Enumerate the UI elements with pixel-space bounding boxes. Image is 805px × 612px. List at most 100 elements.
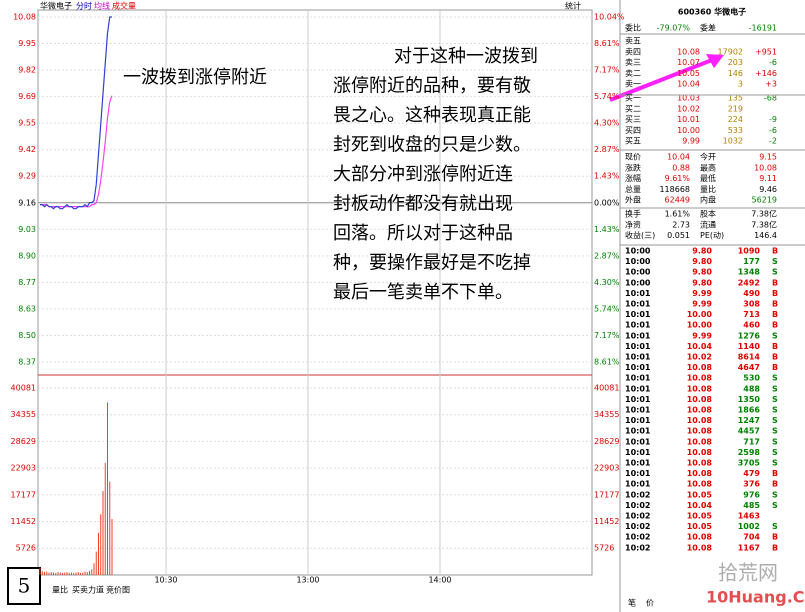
weidiff-value: -16191	[749, 24, 777, 33]
book-label: 卖一	[625, 80, 641, 89]
trade-time: 10:01	[625, 395, 651, 404]
book-change: -6	[769, 126, 777, 135]
trade-price: 10.00	[687, 310, 713, 319]
trade-side: B	[772, 321, 778, 330]
trade-side: B	[772, 310, 778, 319]
bottom-tab[interactable]: 买卖力道	[72, 585, 104, 595]
trade-side: S	[772, 490, 778, 499]
trade-volume: 488	[743, 384, 760, 393]
trade-volume: 1463	[738, 512, 760, 521]
book-label: 买三	[625, 115, 641, 124]
stat-button[interactable]: 统计	[565, 1, 581, 11]
trade-price: 10.02	[687, 353, 712, 362]
stat-label: 股本	[700, 209, 716, 219]
price-line	[40, 16, 112, 210]
weibi-label: 委比	[625, 23, 641, 33]
stat-value: 0.88	[672, 163, 690, 172]
bottom-tab[interactable]: 量比	[52, 585, 68, 595]
stat-value: 146.4	[754, 231, 777, 240]
volume-tick-label: 11452	[11, 517, 36, 526]
price-tick-label: 9.55	[18, 119, 36, 128]
time-label: 14:00	[428, 576, 451, 585]
trade-time: 10:01	[625, 374, 651, 383]
top-tab[interactable]: 成交量	[112, 1, 136, 11]
book-volume: 533	[728, 126, 743, 135]
stat-value: 0.051	[667, 231, 690, 240]
annotation-line: 畏之心。这种表现真正能	[333, 105, 531, 126]
stat-value: 9.61%	[665, 174, 691, 183]
pct-tick-label: 2.87%	[594, 251, 620, 260]
volume-tick-label: 5726	[16, 544, 36, 553]
trade-price: 10.08	[687, 363, 713, 372]
book-price: 10.01	[677, 115, 700, 124]
trade-volume: 4457	[738, 427, 760, 436]
stat-value: 7.38亿	[751, 219, 777, 229]
trade-time: 10:02	[625, 533, 650, 542]
trade-time: 10:02	[625, 543, 650, 552]
volume-tick-label: 11452	[594, 517, 619, 526]
trade-price: 10.05	[687, 490, 713, 499]
stat-value: 9.46	[759, 185, 777, 194]
arrow	[609, 58, 713, 102]
book-price: 10.08	[677, 47, 700, 56]
trade-price: 10.05	[687, 522, 713, 531]
book-volume: 3	[738, 80, 743, 89]
trade-side: B	[772, 543, 778, 552]
price-tick-label: 10.08	[13, 13, 36, 22]
top-tab[interactable]: 均线	[94, 1, 110, 11]
stat-label: 流通	[700, 219, 716, 229]
time-label: 13:00	[296, 576, 319, 585]
trade-volume: 177	[743, 257, 760, 266]
pct-tick-label: 1.43%	[594, 172, 620, 181]
trade-volume: 460	[743, 321, 760, 330]
annotation-line: 对于这种一波拨到	[394, 46, 538, 67]
trade-time: 10:01	[625, 459, 651, 468]
trade-price: 9.80	[692, 268, 712, 277]
price-tick-label: 8.50	[18, 331, 36, 340]
stat-label: 量比	[700, 184, 716, 194]
trade-volume: 717	[743, 437, 760, 446]
trade-price: 10.05	[687, 512, 713, 521]
top-tab[interactable]: 分时	[76, 1, 92, 11]
trade-side: S	[772, 501, 778, 510]
stat-value: 56219	[752, 196, 777, 205]
trade-volume: 308	[743, 300, 760, 309]
price-tick-label: 8.37	[18, 358, 36, 367]
trade-time: 10:01	[625, 406, 651, 415]
pct-tick-label: 5.74%	[594, 92, 620, 101]
trade-volume: 1348	[738, 268, 761, 277]
trade-volume: 2598	[738, 448, 761, 457]
stat-label: 最高	[700, 162, 716, 172]
trade-time: 10:01	[625, 310, 651, 319]
panel-tab[interactable]: 价	[646, 599, 654, 608]
trade-side: B	[772, 289, 778, 298]
trade-time: 10:01	[625, 384, 651, 393]
annotation-line: 大部分冲到涨停附近连	[333, 164, 513, 185]
panel-tab[interactable]: 笔	[628, 598, 636, 608]
pct-tick-label: 0.00%	[594, 198, 620, 207]
bottom-tab[interactable]: 竞价图	[106, 585, 130, 595]
quote-header: 600360 华微电子	[678, 7, 746, 17]
trade-price: 10.08	[687, 459, 713, 468]
trade-time: 10:00	[625, 247, 651, 256]
trade-time: 10:01	[625, 289, 651, 298]
trade-side: S	[772, 257, 778, 266]
book-change: -68	[764, 94, 777, 103]
stat-value: 62449	[665, 196, 690, 205]
volume-tick-label: 22903	[11, 464, 36, 473]
trade-side: S	[772, 522, 778, 531]
trade-time: 10:01	[625, 331, 651, 340]
trade-side: B	[772, 353, 778, 362]
trade-price: 9.99	[692, 331, 712, 340]
trade-time: 10:01	[625, 342, 651, 351]
book-volume: 135	[728, 94, 743, 103]
trade-time: 10:01	[625, 363, 651, 372]
stat-value: 9.11	[759, 174, 777, 183]
trade-side: B	[772, 278, 778, 287]
trade-volume: 8614	[738, 353, 761, 362]
stat-value: 2.73	[672, 220, 690, 229]
trade-volume: 1276	[738, 331, 761, 340]
trade-volume: 1002	[738, 522, 760, 531]
trade-price: 9.99	[692, 289, 712, 298]
